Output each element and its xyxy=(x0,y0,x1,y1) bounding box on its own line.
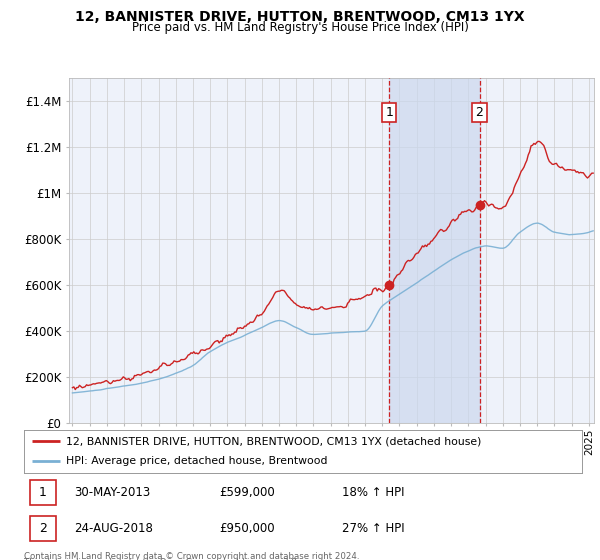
Text: Contains HM Land Registry data © Crown copyright and database right 2024.: Contains HM Land Registry data © Crown c… xyxy=(24,552,359,560)
Text: This data is licensed under the Open Government Licence v3.0.: This data is licensed under the Open Gov… xyxy=(24,558,299,560)
Text: 27% ↑ HPI: 27% ↑ HPI xyxy=(342,522,404,535)
Text: 2: 2 xyxy=(476,106,484,119)
Text: 18% ↑ HPI: 18% ↑ HPI xyxy=(342,486,404,499)
Text: 12, BANNISTER DRIVE, HUTTON, BRENTWOOD, CM13 1YX: 12, BANNISTER DRIVE, HUTTON, BRENTWOOD, … xyxy=(75,10,525,24)
FancyBboxPatch shape xyxy=(29,480,56,505)
Text: 12, BANNISTER DRIVE, HUTTON, BRENTWOOD, CM13 1YX (detached house): 12, BANNISTER DRIVE, HUTTON, BRENTWOOD, … xyxy=(66,436,481,446)
FancyBboxPatch shape xyxy=(29,516,56,541)
Bar xyxy=(389,78,479,423)
Text: 1: 1 xyxy=(39,486,47,499)
Text: 30-MAY-2013: 30-MAY-2013 xyxy=(74,486,151,499)
Text: HPI: Average price, detached house, Brentwood: HPI: Average price, detached house, Bren… xyxy=(66,456,328,466)
Text: 1: 1 xyxy=(385,106,393,119)
Text: £950,000: £950,000 xyxy=(220,522,275,535)
Text: 24-AUG-2018: 24-AUG-2018 xyxy=(74,522,153,535)
Text: 2: 2 xyxy=(39,522,47,535)
Text: Price paid vs. HM Land Registry's House Price Index (HPI): Price paid vs. HM Land Registry's House … xyxy=(131,21,469,34)
Text: £599,000: £599,000 xyxy=(220,486,275,499)
